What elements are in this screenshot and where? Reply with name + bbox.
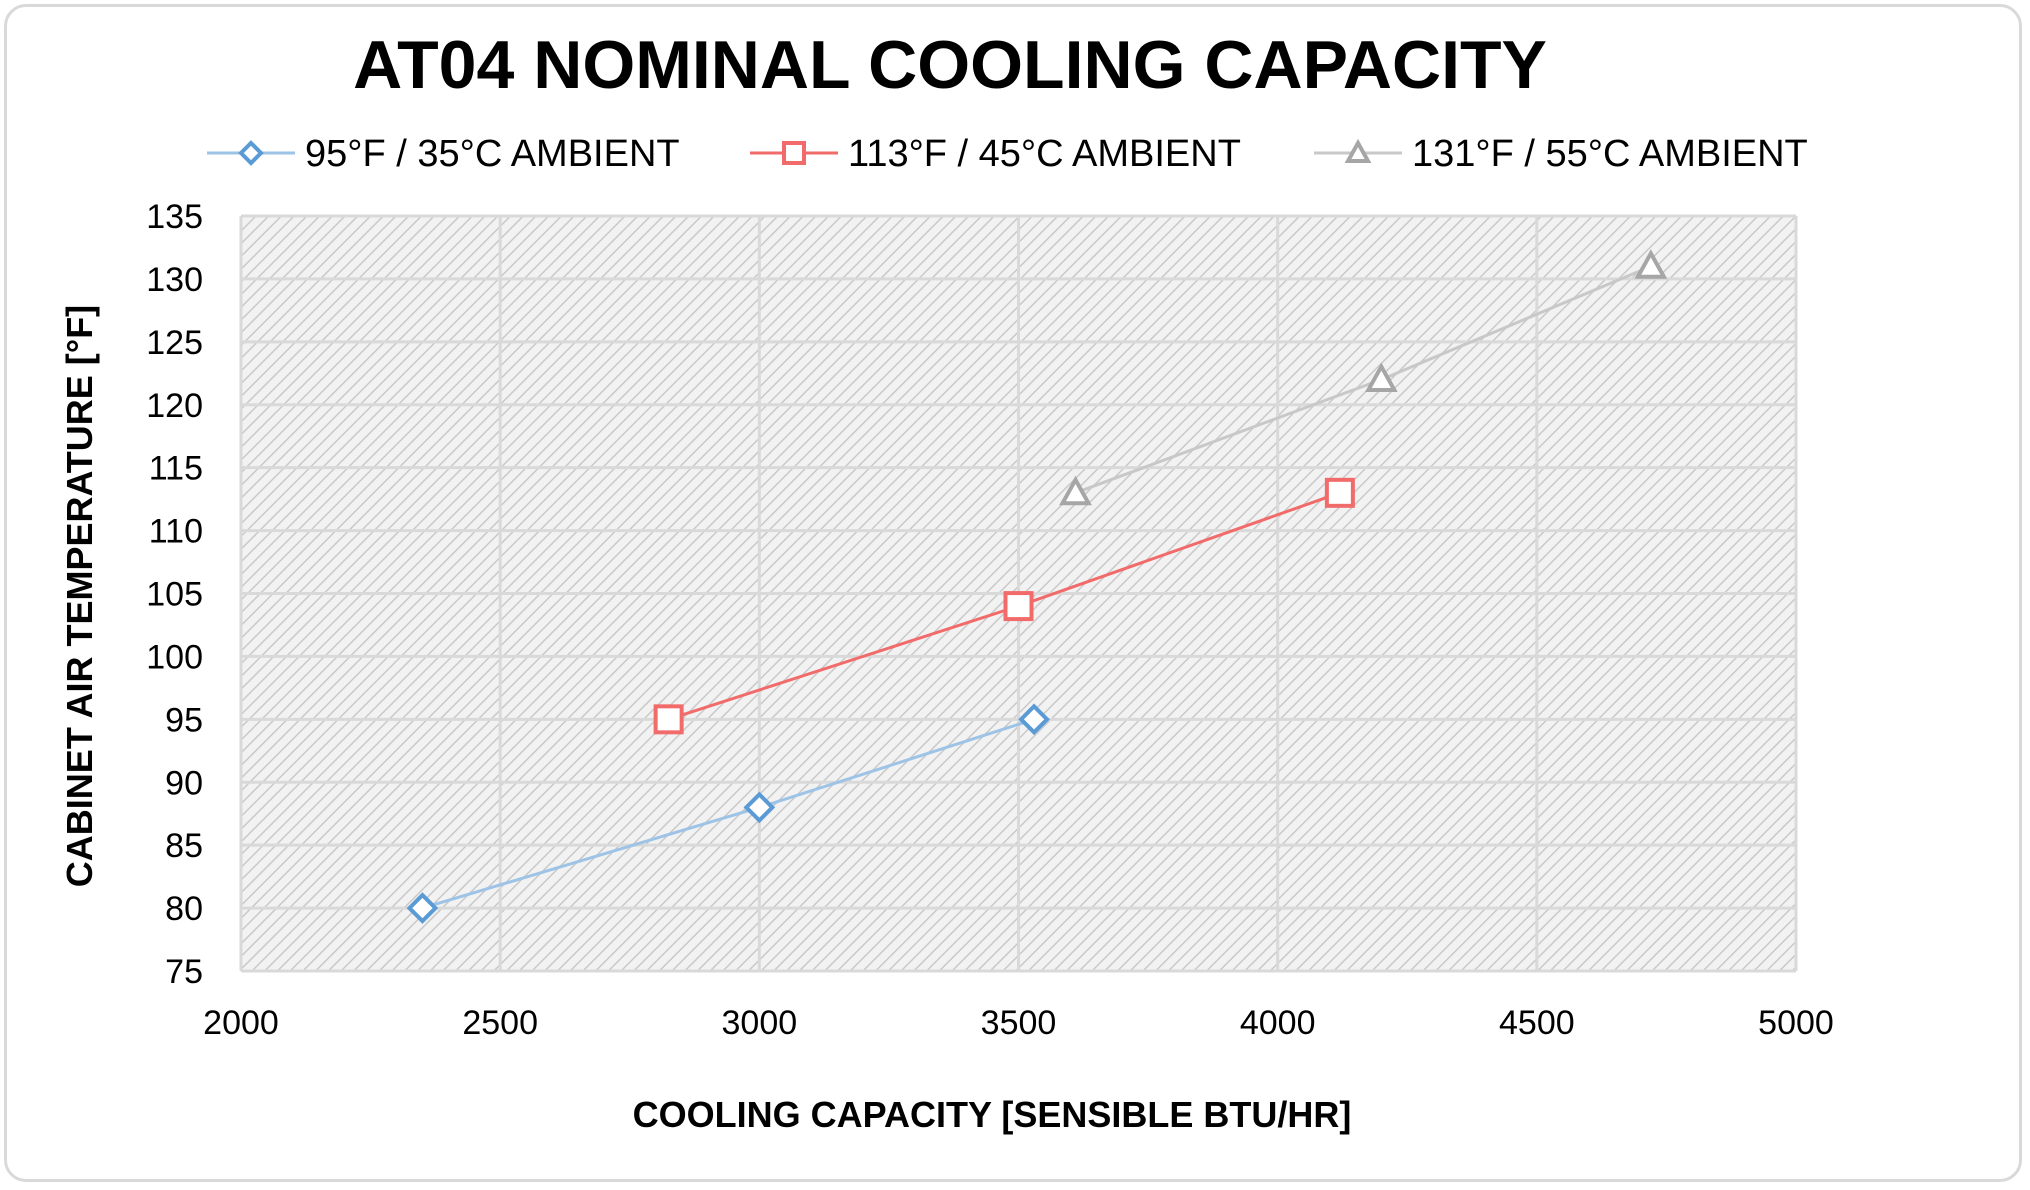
x-tick-label: 3500 bbox=[981, 1004, 1057, 1042]
y-tick-label: 105 bbox=[146, 576, 203, 614]
x-tick-label: 2000 bbox=[203, 1004, 279, 1042]
y-tick-label: 110 bbox=[149, 513, 203, 551]
y-tick-label: 130 bbox=[146, 261, 203, 299]
data-point-131-f-55-c-ambient bbox=[1059, 475, 1092, 506]
x-axis-label: COOLING CAPACITY [SENSIBLE BTU/HR] bbox=[633, 1094, 1352, 1135]
data-point-131-f-55-c-ambient bbox=[1634, 249, 1668, 279]
y-tick-label: 120 bbox=[146, 387, 203, 425]
y-tick-label: 75 bbox=[165, 953, 203, 991]
data-point-95-f-35-c-ambient bbox=[743, 791, 776, 824]
data-point-131-f-55-c-ambient bbox=[1364, 362, 1398, 392]
x-tick-label: 5000 bbox=[1758, 1004, 1834, 1042]
x-tick-label: 2500 bbox=[462, 1004, 538, 1042]
data-point-113-f-45-c-ambient bbox=[1003, 591, 1034, 622]
legend-marker-131-f-55-c-ambient bbox=[1344, 138, 1372, 163]
y-tick-label: 85 bbox=[165, 827, 203, 865]
y-tick-label: 115 bbox=[149, 450, 203, 488]
legend-marker-95-f-35-c-ambient bbox=[238, 140, 264, 166]
legend-label-113-f-45-c-ambient: 113°F / 45°C AMBIENT bbox=[848, 133, 1241, 175]
y-tick-label: 135 bbox=[146, 198, 203, 236]
y-tick-label: 95 bbox=[165, 701, 203, 739]
legend-marker-113-f-45-c-ambient bbox=[782, 141, 806, 165]
data-point-113-f-45-c-ambient bbox=[1324, 477, 1355, 508]
y-axis-ticks: 75 80 85 90 95 100 105 110 115 120 125 130 135 bbox=[146, 198, 203, 991]
chart-title: AT04 NOMINAL COOLING CAPACITY bbox=[353, 27, 1547, 103]
data-point-95-f-35-c-ambient bbox=[406, 892, 439, 924]
data-point-95-f-35-c-ambient bbox=[1018, 703, 1050, 736]
legend-label-95-f-35-c-ambient: 95°F / 35°C AMBIENT bbox=[305, 133, 680, 175]
legend-label-131-f-55-c-ambient: 131°F / 55°C AMBIENT bbox=[1412, 133, 1808, 175]
y-tick-label: 100 bbox=[146, 638, 203, 676]
legend: 95°F / 35°C AMBIENT 113°F / 45°C AMBIENT 1… bbox=[207, 133, 1808, 175]
y-tick-label: 80 bbox=[165, 890, 203, 928]
y-tick-label: 125 bbox=[146, 324, 203, 362]
gridlines bbox=[239, 214, 1798, 973]
x-tick-label: 4500 bbox=[1499, 1004, 1575, 1042]
x-tick-label: 4000 bbox=[1240, 1004, 1316, 1042]
x-axis-ticks: 2000 2500 3000 3500 4000 4500 5000 bbox=[203, 1004, 1834, 1042]
series-markers bbox=[406, 249, 1668, 924]
data-point-113-f-45-c-ambient bbox=[653, 704, 684, 735]
y-tick-label: 90 bbox=[165, 764, 203, 802]
y-axis-label: CABINET AIR TEMPERATURE [°F] bbox=[59, 305, 100, 887]
x-tick-label: 3000 bbox=[722, 1004, 798, 1042]
